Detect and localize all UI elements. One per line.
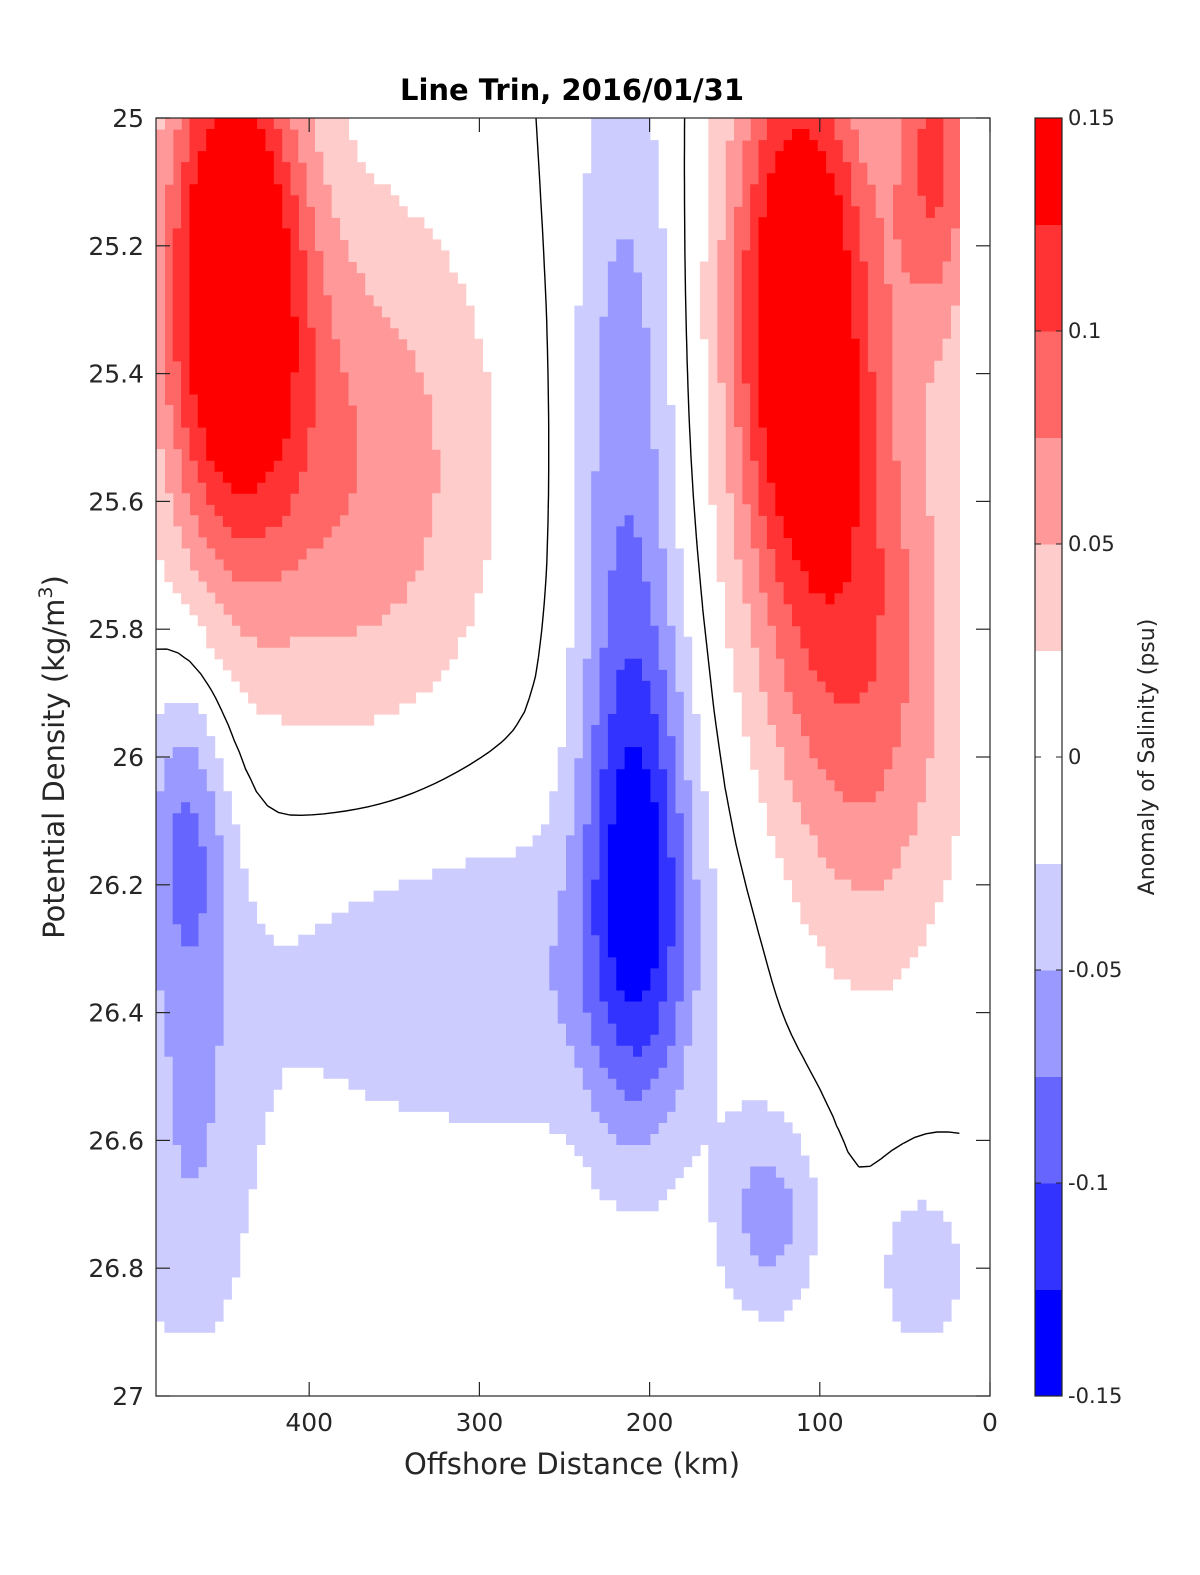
field-band-0 <box>164 118 960 803</box>
field-band-1 <box>172 118 944 704</box>
colorbar-tick-label: -0.1 <box>1068 1171 1109 1195</box>
x-tick-label: 200 <box>626 1408 674 1437</box>
colorbar-segment <box>1035 331 1062 438</box>
x-axis-ticks: 400 300 200 100 0 <box>285 118 998 1437</box>
plot-area: 400 300 200 100 0 25 25.2 25.4 25.6 25.8 26 26.2 26… <box>88 104 998 1437</box>
colorbar-segment <box>1035 1076 1062 1184</box>
colorbar-segment <box>1035 437 1062 545</box>
colorbar-segment <box>1035 1289 1062 1397</box>
field-band-3 <box>156 118 960 991</box>
colorbar-tick-label: 0 <box>1068 745 1081 769</box>
colorbar-segments <box>1035 118 1062 1397</box>
colorbar-tick-label: 0.05 <box>1068 532 1115 556</box>
colorbar-tick-label: 0.1 <box>1068 319 1101 343</box>
y-axis-ticks: 25 25.2 25.4 25.6 25.8 26 26.2 26.4 26.6 26.8 27 <box>88 104 990 1411</box>
y-tick-label: 26 <box>112 743 144 772</box>
y-axis-label-superscript: 3 <box>35 586 57 598</box>
y-tick-label: 25.8 <box>88 615 144 644</box>
field-band-7 <box>172 515 684 1101</box>
colorbar-segment <box>1035 118 1062 225</box>
colorbar-label: Anomaly of Salinity (psu) <box>1135 619 1160 896</box>
colorbar: -0.15 -0.1 -0.05 0 0.05 0.1 0.15 Anomaly of Sa… <box>1034 106 1160 1408</box>
colorbar-segment <box>1035 863 1062 971</box>
zero-contour <box>156 118 960 1168</box>
field-band-9 <box>607 747 659 1002</box>
field-band-5 <box>189 118 860 605</box>
colorbar-tick-label: 0.15 <box>1068 106 1115 130</box>
y-tick-label: 25.2 <box>88 232 144 261</box>
salinity-anomaly-field <box>156 118 960 1333</box>
colorbar-tick-label: -0.15 <box>1068 1384 1122 1408</box>
colorbar-ticks: -0.15 -0.1 -0.05 0 0.05 0.1 0.15 <box>1035 106 1122 1408</box>
colorbar-tick-label: -0.05 <box>1068 958 1122 982</box>
colorbar-segment <box>1035 650 1062 758</box>
y-tick-label: 27 <box>112 1382 144 1411</box>
colorbar-segment <box>1035 757 1062 864</box>
x-axis-label: Offshore Distance (km) <box>404 1447 740 1481</box>
x-tick-label: 0 <box>982 1408 998 1437</box>
y-tick-label: 26.6 <box>88 1126 144 1155</box>
field-band-4 <box>156 118 960 1333</box>
y-tick-label: 25 <box>112 104 144 133</box>
zero-contour-lines <box>156 118 960 1168</box>
y-tick-label: 25.4 <box>88 360 144 389</box>
y-tick-label: 26.8 <box>88 1254 144 1283</box>
x-tick-label: 400 <box>285 1408 333 1437</box>
x-tick-label: 300 <box>456 1408 504 1437</box>
y-axis-label: Potential Density (kg/m3) <box>35 575 71 939</box>
field-band-6 <box>156 239 793 1267</box>
x-tick-label: 100 <box>796 1408 844 1437</box>
y-tick-label: 25.6 <box>88 487 144 516</box>
colorbar-segment <box>1035 544 1062 651</box>
field-band-2 <box>156 118 960 892</box>
colorbar-segment <box>1035 224 1062 332</box>
y-tick-label: 26.4 <box>88 999 144 1028</box>
chart-title: Line Trin, 2016/01/31 <box>400 73 744 107</box>
colorbar-segment <box>1035 970 1062 1077</box>
y-tick-label: 26.2 <box>88 871 144 900</box>
colorbar-segment <box>1035 1183 1062 1290</box>
